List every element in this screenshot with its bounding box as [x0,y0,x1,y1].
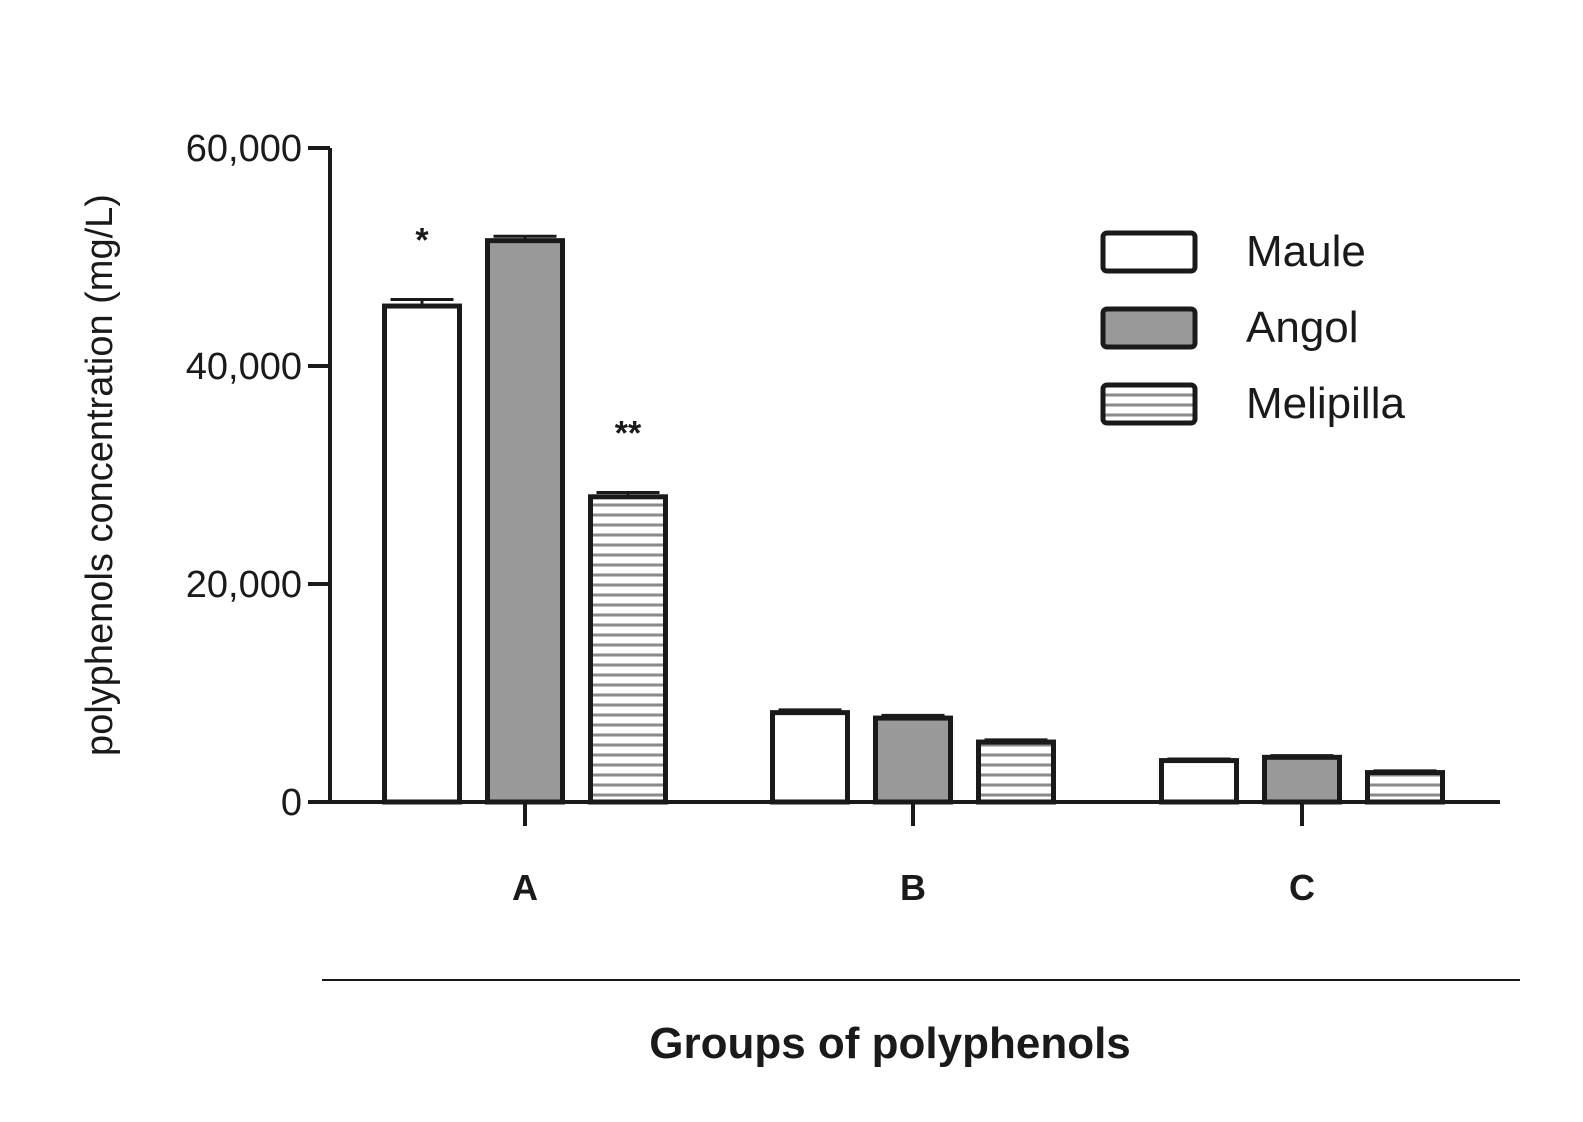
bar-maule-c [1159,758,1239,805]
bar-melipilla-a [588,494,668,805]
legend-label-angol: Angol [1246,303,1359,352]
legend-label-melipilla: Melipilla [1246,379,1405,428]
bar-angol-c [1262,754,1342,805]
bar-angol-a [485,238,565,805]
x-tick-label: C [1289,867,1315,908]
bar-angol-b [873,715,953,805]
bar-maule-a [382,303,462,805]
bar-melipilla-b [976,739,1056,805]
legend: Maule Angol Melipilla [1100,227,1405,428]
significance-marker: * [415,222,429,260]
y-tick-label: 20,000 [186,564,302,606]
x-tick-label: B [900,867,926,908]
y-tick-label: 60,000 [186,128,302,170]
y-tick-label: 40,000 [186,346,302,388]
y-axis-label: polyphenols concentration (mg/L) [79,194,121,756]
significance-marker: ** [615,414,642,452]
x-axis-label: Groups of polyphenols [649,1019,1131,1068]
x-tick-label: A [512,867,538,908]
legend-swatch-angol [1100,306,1198,350]
legend-label-maule: Maule [1246,227,1366,276]
bar-melipilla-c [1365,770,1445,805]
legend-swatch-melipilla [1100,382,1198,426]
bar-maule-b [770,710,850,805]
legend-swatch-maule [1100,230,1198,274]
y-tick-label: 0 [281,782,302,824]
